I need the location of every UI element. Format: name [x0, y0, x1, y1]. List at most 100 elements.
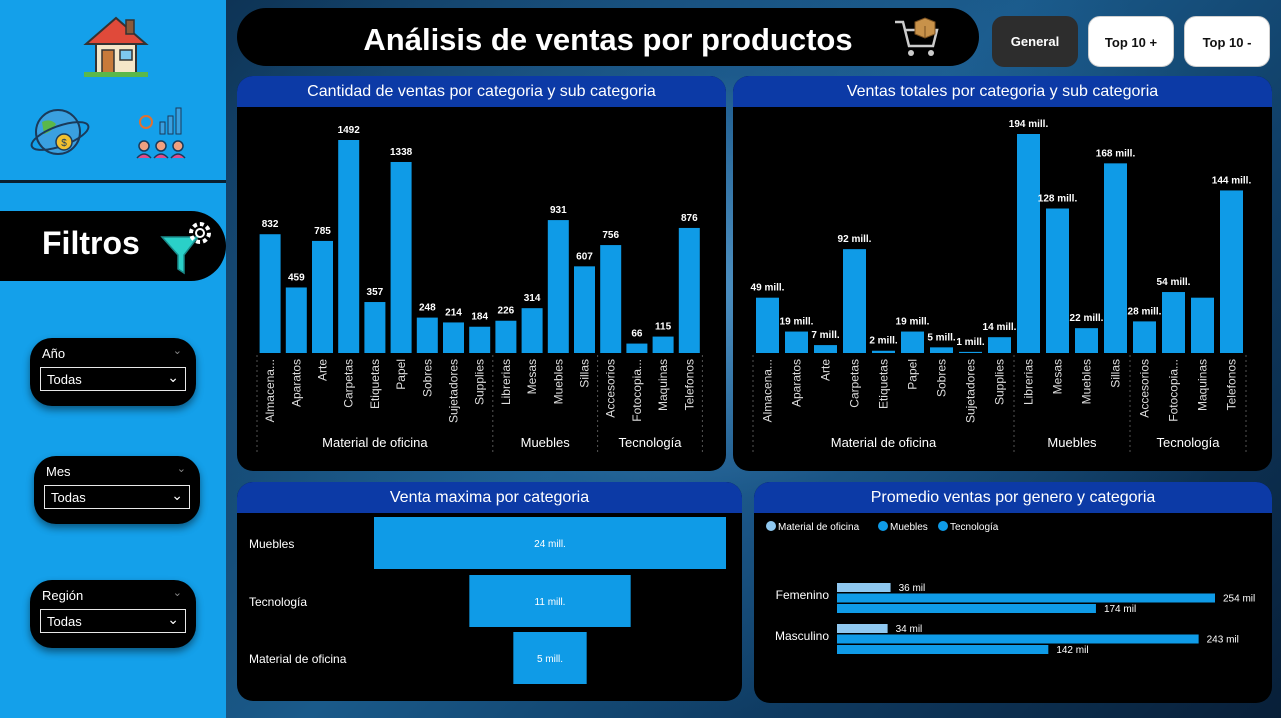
slicer-region[interactable]: Región ⌄ Todas ⌄ — [30, 580, 196, 648]
chart-maxima-card: Venta maxima por categoria 24 mill. Muebl… — [237, 482, 742, 701]
bar — [930, 347, 953, 353]
data-label: 243 mil — [1207, 635, 1239, 646]
month-dropdown[interactable]: Todas ⌄ — [44, 485, 190, 509]
bar — [547, 220, 569, 353]
x-tick-label: Accesorios — [604, 359, 618, 418]
chart-title: Venta maxima por categoria — [237, 482, 742, 513]
group-label: Material de oficina — [831, 435, 937, 450]
data-label: 876 — [681, 213, 698, 224]
bar — [1133, 321, 1156, 353]
region-dropdown[interactable]: Todas ⌄ — [40, 609, 186, 633]
group-label: Tecnología — [1157, 435, 1221, 450]
data-label: 2 mill. — [869, 336, 898, 347]
filter-gear-icon — [160, 222, 211, 275]
bar — [495, 320, 517, 353]
data-label: 214 — [445, 307, 462, 318]
x-tick-label: Muebles — [1080, 359, 1094, 404]
chart-ventas-card: Ventas totales por categoria y sub categ… — [733, 76, 1272, 471]
bar — [364, 302, 386, 353]
x-tick-label: Carpetas — [848, 359, 862, 408]
group-label: Material de oficina — [322, 435, 428, 450]
x-tick-label: Almacena... — [263, 359, 277, 422]
bar — [756, 297, 779, 353]
bar — [1017, 134, 1040, 353]
x-tick-label: Arte — [819, 359, 833, 381]
slicer-month[interactable]: Mes ⌄ Todas ⌄ — [34, 456, 200, 524]
legend-marker — [878, 521, 888, 531]
data-label: 142 mil — [1056, 645, 1088, 656]
team-analytics-icon[interactable] — [134, 102, 188, 160]
bar — [1191, 297, 1214, 353]
x-tick-label: Fotocopia... — [630, 359, 644, 422]
bar — [901, 331, 924, 353]
data-label: 785 — [314, 226, 331, 237]
data-label: 174 mil — [1104, 604, 1136, 615]
data-label: 128 mill. — [1038, 194, 1078, 205]
x-tick-label: Sobres — [420, 359, 434, 397]
nav-top10-plus-button[interactable]: Top 10 + — [1088, 16, 1174, 67]
page-title-bar: Análisis de ventas por productos — [237, 8, 979, 66]
data-label: 144 mill. — [1212, 175, 1252, 186]
bar — [1104, 163, 1127, 353]
bar — [600, 245, 622, 353]
chart-cantidad-card: Cantidad de ventas por categoria y sub c… — [237, 76, 726, 471]
data-label: 248 — [419, 303, 436, 314]
x-tick-label: Librerias — [499, 359, 513, 405]
x-tick-label: Librerias — [1022, 359, 1036, 405]
collapse-icon[interactable]: ⌄ — [172, 587, 182, 599]
data-label: 194 mill. — [1009, 119, 1049, 130]
data-label: 14 mill. — [983, 322, 1017, 333]
year-dropdown[interactable]: Todas ⌄ — [40, 367, 186, 391]
group-label: Muebles — [521, 435, 571, 450]
bar — [988, 337, 1011, 353]
nav-top10-minus-button[interactable]: Top 10 - — [1184, 16, 1270, 67]
bar — [652, 336, 674, 353]
nav-general-button[interactable]: General — [992, 16, 1078, 67]
x-tick-label: Almacena... — [761, 359, 775, 422]
bar — [285, 287, 307, 353]
data-label: 459 — [288, 272, 305, 283]
bar — [312, 240, 333, 353]
collapse-icon[interactable]: ⌄ — [172, 345, 182, 357]
x-tick-label: Mesas — [1051, 359, 1065, 394]
chart-title: Promedio ventas por genero y categoria — [754, 482, 1272, 513]
x-tick-label: Sillas — [578, 359, 592, 388]
bar — [814, 345, 837, 353]
data-label: 34 mil — [896, 624, 923, 635]
x-tick-label: Etiquetas — [368, 359, 382, 409]
chart-ventas-svg: 49 mill. Almacena... 19 mill. Aparatos 7 mil… — [751, 119, 1252, 453]
data-label: 54 mill. — [1157, 277, 1191, 288]
data-label: 11 mill. — [535, 597, 566, 608]
x-tick-label: Supplies — [993, 359, 1007, 405]
bar — [1075, 328, 1098, 353]
x-tick-label: Papel — [906, 359, 920, 390]
x-tick-label: Arte — [316, 359, 330, 381]
x-tick-label: Aparatos — [289, 359, 303, 407]
x-tick-label: Muebles — [551, 359, 565, 404]
collapse-icon[interactable]: ⌄ — [176, 463, 186, 475]
x-tick-label: Telefonos — [682, 359, 696, 410]
bar — [837, 634, 1199, 644]
funnel-bar — [469, 575, 631, 627]
home-icon[interactable] — [82, 12, 150, 78]
legend-label: Muebles — [890, 522, 928, 533]
bar — [469, 326, 491, 353]
bar — [872, 350, 895, 353]
data-label: 357 — [367, 287, 384, 298]
data-label: 92 mill. — [838, 234, 872, 245]
legend-marker — [938, 521, 948, 531]
globe-money-icon[interactable]: $ — [30, 106, 92, 158]
chart-genero-svg: Material de oficina Muebles Tecnología Feme… — [766, 521, 1255, 656]
slicer-year[interactable]: Año ⌄ Todas ⌄ — [30, 338, 196, 406]
x-tick-label: Carpetas — [342, 359, 356, 408]
category-label: Muebles — [249, 537, 294, 551]
bar — [837, 624, 888, 633]
x-tick-label: Papel — [394, 359, 408, 390]
bar — [574, 266, 595, 353]
bar — [837, 645, 1049, 654]
data-label: 19 mill. — [780, 317, 814, 328]
chart-title: Cantidad de ventas por categoria y sub c… — [237, 76, 726, 107]
funnel-bar — [513, 632, 587, 684]
x-tick-label: Aparatos — [790, 359, 804, 407]
region-dropdown-value: Todas — [47, 614, 82, 629]
